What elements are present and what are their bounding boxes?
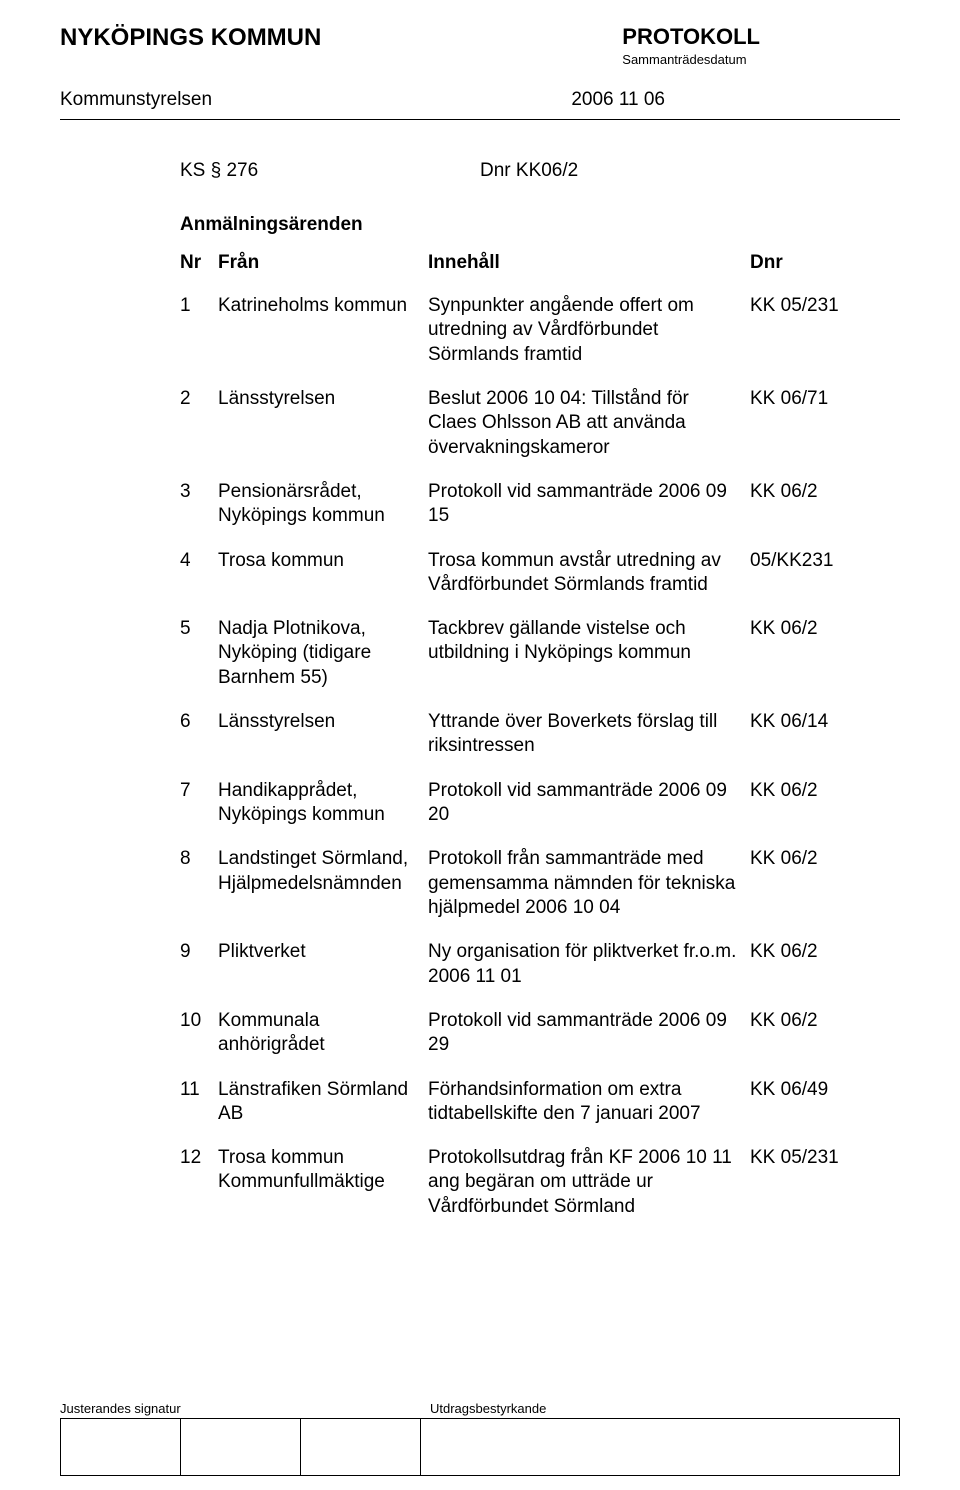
cell-dnr: KK 06/71: [750, 381, 860, 474]
cell-from: Länsstyrelsen: [218, 381, 428, 474]
table-row: 11Länstrafiken Sörmland ABFörhandsinform…: [180, 1072, 860, 1141]
items-table: Nr Från Innehåll Dnr 1Katrineholms kommu…: [180, 248, 860, 1233]
reference-key: KS § 276: [180, 160, 480, 182]
cell-dnr: KK 06/14: [750, 704, 860, 773]
cell-content: Protokoll vid sammanträde 2006 09 15: [428, 474, 750, 543]
page-footer: Justerandes signatur Utdragsbestyrkande: [60, 1401, 900, 1476]
cell-nr: 6: [180, 704, 218, 773]
table-row: 8Landstinget Sörmland, Hjälpmedelsnämnde…: [180, 841, 860, 934]
signature-box-1: [61, 1419, 181, 1475]
cell-from: Trosa kommun Kommunfullmäktige: [218, 1140, 428, 1233]
cell-nr: 8: [180, 841, 218, 934]
table-row: 10Kommunala anhörigrådetProtokoll vid sa…: [180, 1003, 860, 1072]
signature-box-3: [301, 1419, 421, 1475]
col-header-nr: Nr: [180, 248, 218, 288]
cell-dnr: KK 06/2: [750, 841, 860, 934]
signature-label: Justerandes signatur: [60, 1401, 430, 1416]
cell-content: Protokoll vid sammanträde 2006 09 20: [428, 773, 750, 842]
cell-content: Protokoll vid sammanträde 2006 09 29: [428, 1003, 750, 1072]
table-row: 6LänsstyrelsenYttrande över Boverkets fö…: [180, 704, 860, 773]
table-header-row: Nr Från Innehåll Dnr: [180, 248, 860, 288]
table-row: 4Trosa kommunTrosa kommun avstår utredni…: [180, 543, 860, 612]
cell-content: Förhandsinformation om extra tidtabellsk…: [428, 1072, 750, 1141]
table-row: 9PliktverketNy organisation för pliktver…: [180, 934, 860, 1003]
cell-from: Katrineholms kommun: [218, 288, 428, 381]
cell-from: Handikapprådet, Nyköpings kommun: [218, 773, 428, 842]
cell-dnr: KK 06/2: [750, 474, 860, 543]
cell-nr: 4: [180, 543, 218, 612]
col-header-content: Innehåll: [428, 248, 750, 288]
committee-name: Kommunstyrelsen: [60, 89, 212, 111]
cell-dnr: KK 06/2: [750, 1003, 860, 1072]
section-heading: Anmälningsärenden: [180, 214, 860, 236]
cell-dnr: KK 05/231: [750, 288, 860, 381]
auth-label: Utdragsbestyrkande: [430, 1401, 546, 1416]
cell-from: Landstinget Sörmland, Hjälpmedelsnämnden: [218, 841, 428, 934]
cell-nr: 11: [180, 1072, 218, 1141]
cell-nr: 12: [180, 1140, 218, 1233]
signature-box-2: [181, 1419, 301, 1475]
cell-dnr: KK 05/231: [750, 1140, 860, 1233]
cell-content: Trosa kommun avstår utredning av Vårdför…: [428, 543, 750, 612]
reference-value: Dnr KK06/2: [480, 160, 578, 182]
cell-nr: 7: [180, 773, 218, 842]
cell-dnr: KK 06/49: [750, 1072, 860, 1141]
cell-nr: 2: [180, 381, 218, 474]
cell-content: Beslut 2006 10 04: Tillstånd för Claes O…: [428, 381, 750, 474]
cell-from: Länstrafiken Sörmland AB: [218, 1072, 428, 1141]
doc-type: PROTOKOLL: [622, 24, 760, 50]
cell-nr: 3: [180, 474, 218, 543]
cell-dnr: KK 06/2: [750, 773, 860, 842]
table-row: 5Nadja Plotnikova, Nyköping (tidigare Ba…: [180, 611, 860, 704]
table-row: 1Katrineholms kommunSynpunkter angående …: [180, 288, 860, 381]
header-divider: [60, 119, 900, 120]
org-title: NYKÖPINGS KOMMUN: [60, 24, 321, 52]
meeting-date: 2006 11 06: [571, 89, 665, 111]
cell-content: Protokollsutdrag från KF 2006 10 11 ang …: [428, 1140, 750, 1233]
cell-nr: 10: [180, 1003, 218, 1072]
footer-boxes: [60, 1418, 900, 1476]
cell-from: Pensionärsrådet, Nyköpings kommun: [218, 474, 428, 543]
table-row: 7Handikapprådet, Nyköpings kommunProtoko…: [180, 773, 860, 842]
auth-box: [421, 1419, 899, 1475]
cell-from: Trosa kommun: [218, 543, 428, 612]
cell-content: Tackbrev gällande vistelse och utbildnin…: [428, 611, 750, 704]
cell-content: Yttrande över Boverkets förslag till rik…: [428, 704, 750, 773]
date-label: Sammanträdesdatum: [622, 52, 900, 67]
col-header-from: Från: [218, 248, 428, 288]
cell-nr: 5: [180, 611, 218, 704]
table-row: 3Pensionärsrådet, Nyköpings kommunProtok…: [180, 474, 860, 543]
cell-content: Synpunkter angående offert om utredning …: [428, 288, 750, 381]
cell-from: Nadja Plotnikova, Nyköping (tidigare Bar…: [218, 611, 428, 704]
cell-dnr: 05/KK231: [750, 543, 860, 612]
col-header-dnr: Dnr: [750, 248, 860, 288]
table-row: 2LänsstyrelsenBeslut 2006 10 04: Tillstå…: [180, 381, 860, 474]
cell-content: Protokoll från sammanträde med gemensamm…: [428, 841, 750, 934]
cell-nr: 9: [180, 934, 218, 1003]
cell-from: Länsstyrelsen: [218, 704, 428, 773]
cell-from: Kommunala anhörigrådet: [218, 1003, 428, 1072]
cell-content: Ny organisation för pliktverket fr.o.m. …: [428, 934, 750, 1003]
table-row: 12Trosa kommun KommunfullmäktigeProtokol…: [180, 1140, 860, 1233]
cell-from: Pliktverket: [218, 934, 428, 1003]
cell-dnr: KK 06/2: [750, 611, 860, 704]
cell-nr: 1: [180, 288, 218, 381]
cell-dnr: KK 06/2: [750, 934, 860, 1003]
